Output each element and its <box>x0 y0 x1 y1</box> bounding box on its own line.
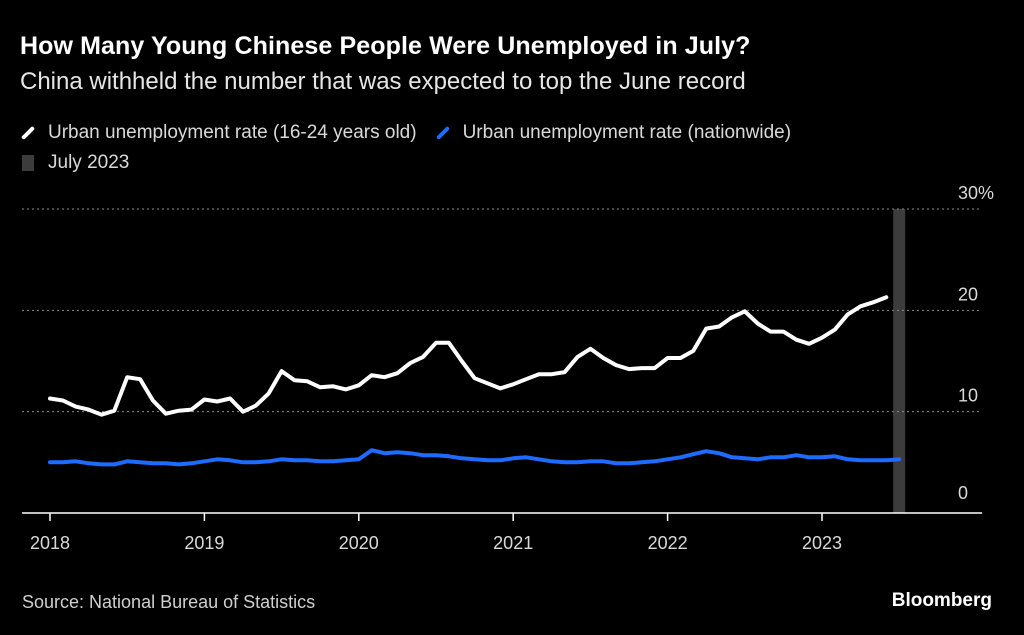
y-tick-label-30: 30% <box>958 183 994 203</box>
legend-label-highlight: July 2023 <box>48 152 130 173</box>
x-tick-label-2018: 2018 <box>30 533 70 553</box>
x-tick-label-2023: 2023 <box>802 533 842 553</box>
legend: Urban unemployment rate (16-24 years old… <box>20 118 809 178</box>
highlight-band-july-2023 <box>893 209 906 513</box>
series-line-national <box>48 448 902 467</box>
legend-item-highlight: July 2023 <box>20 152 129 174</box>
x-tick-label-2022: 2022 <box>648 533 688 553</box>
x-tick-label-2021: 2021 <box>493 533 533 553</box>
chart-subtitle: China withheld the number that was expec… <box>20 68 746 95</box>
bloomberg-logo: Bloomberg <box>891 590 992 611</box>
legend-item-national: Urban unemployment rate (nationwide) <box>435 122 791 144</box>
x-tick-label-2019: 2019 <box>184 533 224 553</box>
y-tick-label-10: 10 <box>958 386 978 406</box>
series-line-youth <box>48 295 889 417</box>
y-tick-label-0: 0 <box>958 483 968 503</box>
legend-label-national: Urban unemployment rate (nationwide) <box>462 122 792 143</box>
x-tick-label-2020: 2020 <box>339 533 379 553</box>
source-note: Source: National Bureau of Statistics <box>22 592 316 612</box>
legend-item-youth: Urban unemployment rate (16-24 years old… <box>20 122 417 144</box>
y-tick-label-20: 20 <box>958 284 978 304</box>
legend-swatch-highlight <box>22 155 34 171</box>
chart-title: How Many Young Chinese People Were Unemp… <box>20 32 751 60</box>
legend-label-youth: Urban unemployment rate (16-24 years old… <box>48 122 417 143</box>
